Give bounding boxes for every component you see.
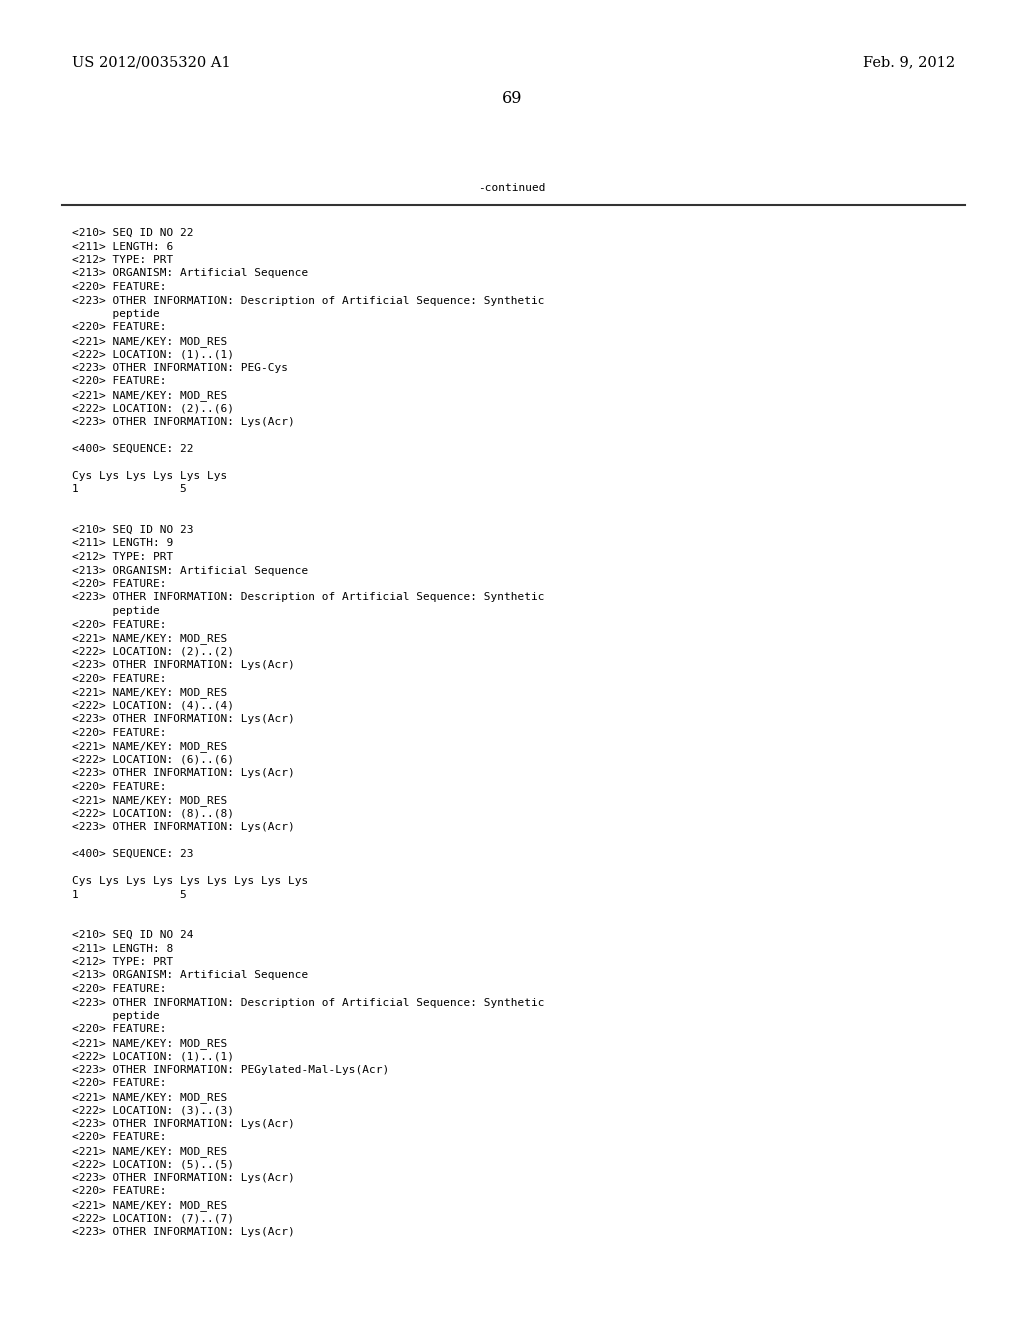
Text: <223> OTHER INFORMATION: Lys(Acr): <223> OTHER INFORMATION: Lys(Acr) — [72, 822, 295, 832]
Text: <220> FEATURE:: <220> FEATURE: — [72, 983, 167, 994]
Text: <223> OTHER INFORMATION: Lys(Acr): <223> OTHER INFORMATION: Lys(Acr) — [72, 714, 295, 723]
Text: <221> NAME/KEY: MOD_RES: <221> NAME/KEY: MOD_RES — [72, 741, 227, 752]
Text: <221> NAME/KEY: MOD_RES: <221> NAME/KEY: MOD_RES — [72, 795, 227, 807]
Text: -continued: -continued — [478, 183, 546, 193]
Text: <223> OTHER INFORMATION: Lys(Acr): <223> OTHER INFORMATION: Lys(Acr) — [72, 660, 295, 671]
Text: <222> LOCATION: (1)..(1): <222> LOCATION: (1)..(1) — [72, 350, 234, 359]
Text: <223> OTHER INFORMATION: Lys(Acr): <223> OTHER INFORMATION: Lys(Acr) — [72, 1228, 295, 1237]
Text: <222> LOCATION: (7)..(7): <222> LOCATION: (7)..(7) — [72, 1213, 234, 1224]
Text: <220> FEATURE:: <220> FEATURE: — [72, 282, 167, 292]
Text: <400> SEQUENCE: 23: <400> SEQUENCE: 23 — [72, 849, 194, 859]
Text: <223> OTHER INFORMATION: PEGylated-Mal-Lys(Acr): <223> OTHER INFORMATION: PEGylated-Mal-L… — [72, 1065, 389, 1074]
Text: <220> FEATURE:: <220> FEATURE: — [72, 673, 167, 684]
Text: <221> NAME/KEY: MOD_RES: <221> NAME/KEY: MOD_RES — [72, 686, 227, 698]
Text: <220> FEATURE:: <220> FEATURE: — [72, 727, 167, 738]
Text: <220> FEATURE:: <220> FEATURE: — [72, 322, 167, 333]
Text: <212> TYPE: PRT: <212> TYPE: PRT — [72, 552, 173, 562]
Text: <223> OTHER INFORMATION: Lys(Acr): <223> OTHER INFORMATION: Lys(Acr) — [72, 1119, 295, 1129]
Text: <211> LENGTH: 8: <211> LENGTH: 8 — [72, 944, 173, 953]
Text: <213> ORGANISM: Artificial Sequence: <213> ORGANISM: Artificial Sequence — [72, 970, 308, 981]
Text: <223> OTHER INFORMATION: Description of Artificial Sequence: Synthetic: <223> OTHER INFORMATION: Description of … — [72, 296, 545, 305]
Text: <223> OTHER INFORMATION: Lys(Acr): <223> OTHER INFORMATION: Lys(Acr) — [72, 417, 295, 426]
Text: <221> NAME/KEY: MOD_RES: <221> NAME/KEY: MOD_RES — [72, 634, 227, 644]
Text: <222> LOCATION: (1)..(1): <222> LOCATION: (1)..(1) — [72, 1052, 234, 1061]
Text: <213> ORGANISM: Artificial Sequence: <213> ORGANISM: Artificial Sequence — [72, 565, 308, 576]
Text: <222> LOCATION: (6)..(6): <222> LOCATION: (6)..(6) — [72, 755, 234, 764]
Text: <213> ORGANISM: Artificial Sequence: <213> ORGANISM: Artificial Sequence — [72, 268, 308, 279]
Text: <223> OTHER INFORMATION: Description of Artificial Sequence: Synthetic: <223> OTHER INFORMATION: Description of … — [72, 998, 545, 1007]
Text: <220> FEATURE:: <220> FEATURE: — [72, 619, 167, 630]
Text: Cys Lys Lys Lys Lys Lys Lys Lys Lys: Cys Lys Lys Lys Lys Lys Lys Lys Lys — [72, 876, 308, 886]
Text: <223> OTHER INFORMATION: Description of Artificial Sequence: Synthetic: <223> OTHER INFORMATION: Description of … — [72, 593, 545, 602]
Text: <221> NAME/KEY: MOD_RES: <221> NAME/KEY: MOD_RES — [72, 389, 227, 401]
Text: peptide: peptide — [72, 606, 160, 616]
Text: <222> LOCATION: (2)..(2): <222> LOCATION: (2)..(2) — [72, 647, 234, 656]
Text: peptide: peptide — [72, 309, 160, 319]
Text: 69: 69 — [502, 90, 522, 107]
Text: <220> FEATURE:: <220> FEATURE: — [72, 376, 167, 387]
Text: <220> FEATURE:: <220> FEATURE: — [72, 1024, 167, 1035]
Text: <222> LOCATION: (5)..(5): <222> LOCATION: (5)..(5) — [72, 1159, 234, 1170]
Text: <221> NAME/KEY: MOD_RES: <221> NAME/KEY: MOD_RES — [72, 1146, 227, 1156]
Text: <222> LOCATION: (2)..(6): <222> LOCATION: (2)..(6) — [72, 404, 234, 413]
Text: <211> LENGTH: 9: <211> LENGTH: 9 — [72, 539, 173, 549]
Text: <210> SEQ ID NO 24: <210> SEQ ID NO 24 — [72, 931, 194, 940]
Text: <210> SEQ ID NO 23: <210> SEQ ID NO 23 — [72, 525, 194, 535]
Text: <222> LOCATION: (8)..(8): <222> LOCATION: (8)..(8) — [72, 808, 234, 818]
Text: <223> OTHER INFORMATION: Lys(Acr): <223> OTHER INFORMATION: Lys(Acr) — [72, 1173, 295, 1183]
Text: <211> LENGTH: 6: <211> LENGTH: 6 — [72, 242, 173, 252]
Text: <221> NAME/KEY: MOD_RES: <221> NAME/KEY: MOD_RES — [72, 1038, 227, 1049]
Text: <220> FEATURE:: <220> FEATURE: — [72, 1078, 167, 1089]
Text: <222> LOCATION: (4)..(4): <222> LOCATION: (4)..(4) — [72, 701, 234, 710]
Text: 1               5: 1 5 — [72, 484, 186, 495]
Text: <212> TYPE: PRT: <212> TYPE: PRT — [72, 957, 173, 968]
Text: <210> SEQ ID NO 22: <210> SEQ ID NO 22 — [72, 228, 194, 238]
Text: <221> NAME/KEY: MOD_RES: <221> NAME/KEY: MOD_RES — [72, 337, 227, 347]
Text: <220> FEATURE:: <220> FEATURE: — [72, 579, 167, 589]
Text: <220> FEATURE:: <220> FEATURE: — [72, 1133, 167, 1143]
Text: <220> FEATURE:: <220> FEATURE: — [72, 781, 167, 792]
Text: <222> LOCATION: (3)..(3): <222> LOCATION: (3)..(3) — [72, 1106, 234, 1115]
Text: <223> OTHER INFORMATION: Lys(Acr): <223> OTHER INFORMATION: Lys(Acr) — [72, 768, 295, 777]
Text: <400> SEQUENCE: 22: <400> SEQUENCE: 22 — [72, 444, 194, 454]
Text: <221> NAME/KEY: MOD_RES: <221> NAME/KEY: MOD_RES — [72, 1092, 227, 1104]
Text: Cys Lys Lys Lys Lys Lys: Cys Lys Lys Lys Lys Lys — [72, 471, 227, 480]
Text: US 2012/0035320 A1: US 2012/0035320 A1 — [72, 55, 230, 69]
Text: <221> NAME/KEY: MOD_RES: <221> NAME/KEY: MOD_RES — [72, 1200, 227, 1210]
Text: <212> TYPE: PRT: <212> TYPE: PRT — [72, 255, 173, 265]
Text: 1               5: 1 5 — [72, 890, 186, 899]
Text: <223> OTHER INFORMATION: PEG-Cys: <223> OTHER INFORMATION: PEG-Cys — [72, 363, 288, 374]
Text: <220> FEATURE:: <220> FEATURE: — [72, 1187, 167, 1196]
Text: Feb. 9, 2012: Feb. 9, 2012 — [863, 55, 955, 69]
Text: peptide: peptide — [72, 1011, 160, 1020]
